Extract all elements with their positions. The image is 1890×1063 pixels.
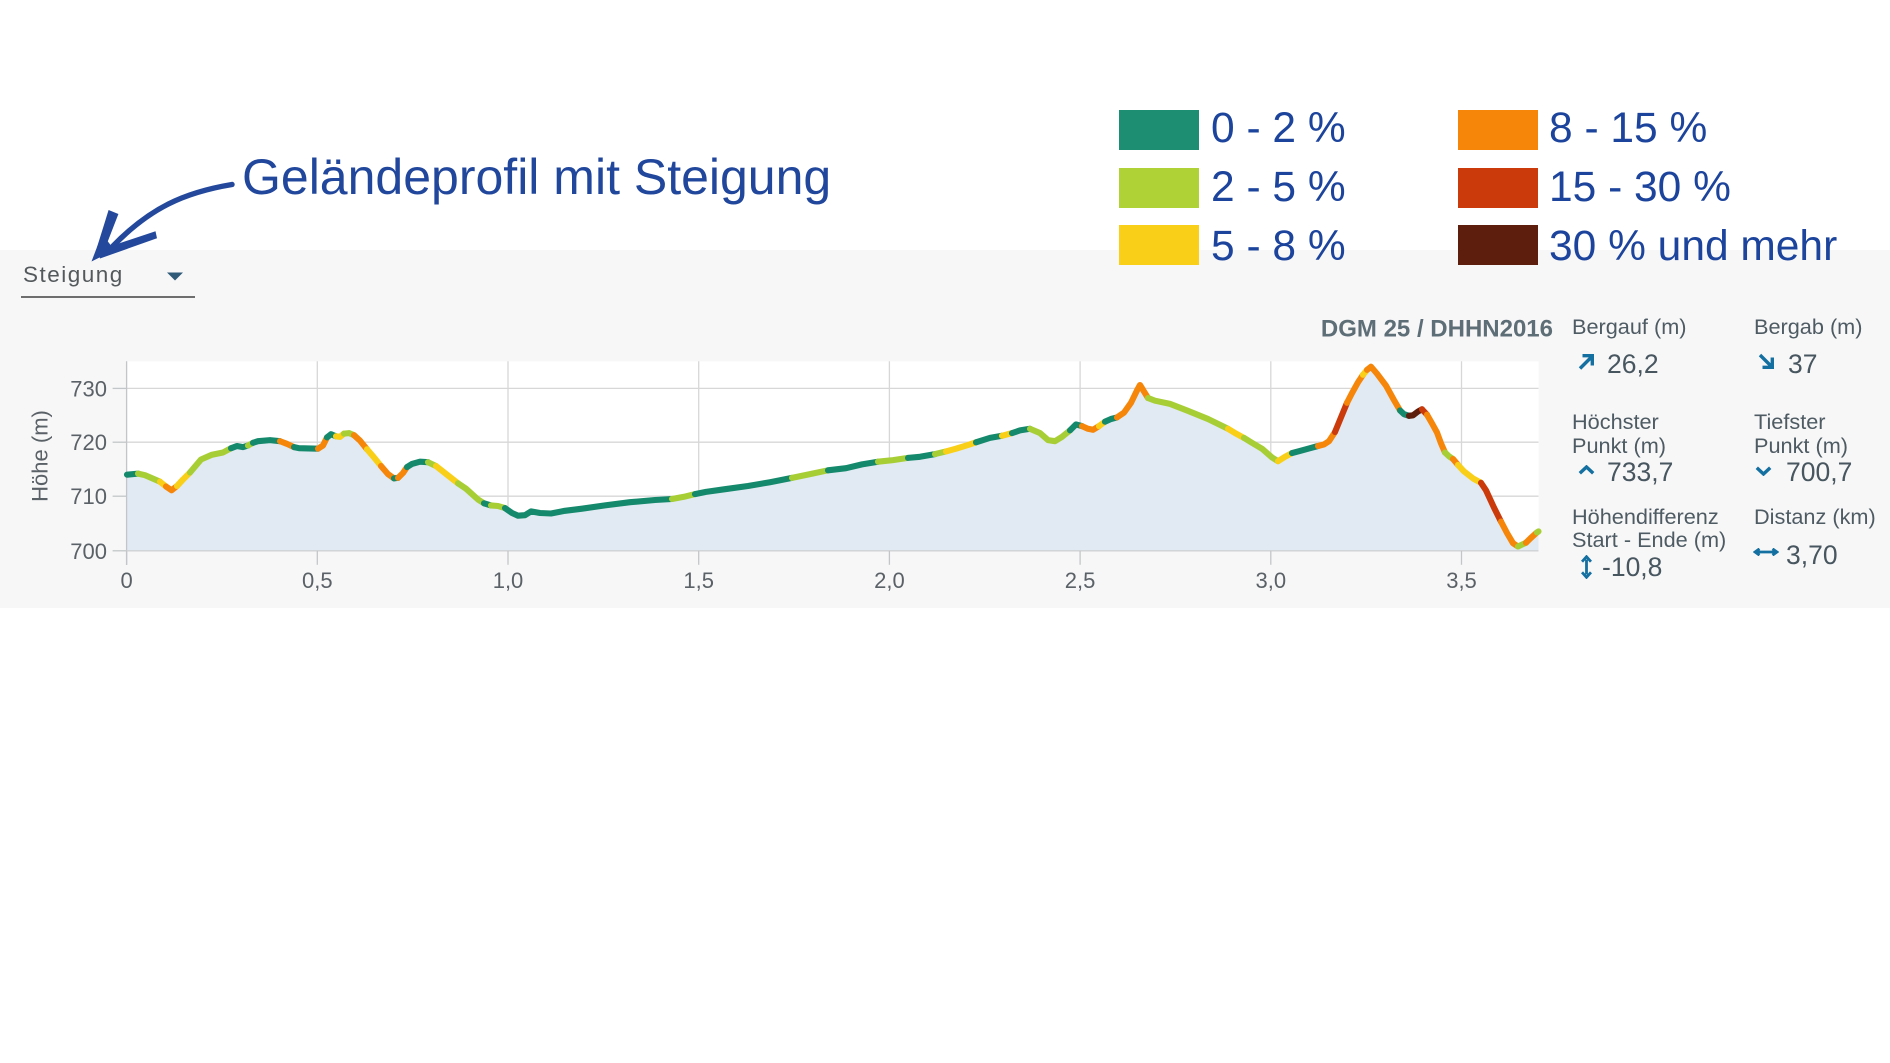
svg-text:3,5: 3,5 — [1446, 568, 1477, 593]
svg-text:710: 710 — [70, 484, 107, 509]
svg-text:1,0: 1,0 — [493, 568, 524, 593]
svg-text:0: 0 — [120, 568, 132, 593]
svg-text:2,0: 2,0 — [874, 568, 905, 593]
svg-text:720: 720 — [70, 430, 107, 455]
svg-text:DGM 25 / DHHN2016: DGM 25 / DHHN2016 — [1321, 315, 1553, 342]
svg-text:700: 700 — [70, 539, 107, 564]
svg-text:0,5: 0,5 — [302, 568, 333, 593]
svg-text:1,5: 1,5 — [683, 568, 714, 593]
svg-text:3,0: 3,0 — [1256, 568, 1287, 593]
svg-text:730: 730 — [70, 376, 107, 401]
svg-text:Höhe (m): Höhe (m) — [28, 410, 53, 502]
svg-text:2,5: 2,5 — [1065, 568, 1096, 593]
